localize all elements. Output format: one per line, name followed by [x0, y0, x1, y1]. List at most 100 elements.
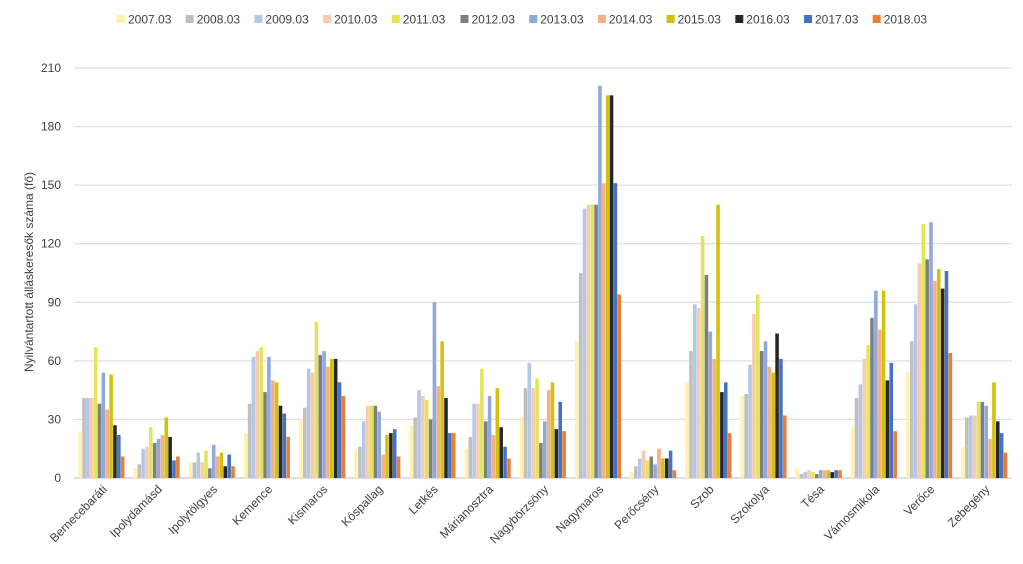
bar	[141, 448, 145, 478]
legend-swatch	[529, 15, 538, 23]
bar	[546, 390, 551, 478]
bar	[1003, 452, 1008, 478]
bar	[337, 382, 342, 478]
bar	[617, 294, 622, 478]
bar	[755, 294, 760, 478]
bar	[417, 390, 421, 478]
bar	[133, 468, 138, 478]
legend-swatch	[323, 15, 332, 23]
x-tick-label: Szob	[687, 482, 716, 511]
bar	[278, 405, 283, 478]
bar	[109, 374, 113, 478]
x-tick-label: Zebegény	[945, 482, 993, 530]
bar	[645, 460, 650, 478]
x-tick-label: Ipolytölgyes	[165, 482, 220, 537]
bar	[822, 470, 827, 478]
bar	[282, 413, 287, 478]
bar	[740, 396, 745, 478]
bar	[243, 433, 248, 478]
y-tick-label: 150	[41, 178, 61, 192]
y-axis-label: Nyilvántartott álláskeresők száma (fő)	[22, 172, 36, 372]
bar	[519, 417, 524, 478]
bar	[854, 397, 859, 478]
x-tick-label: Márianosztra	[437, 482, 496, 541]
x-tick-label: Vámosmikola	[821, 482, 882, 543]
bar	[874, 290, 878, 478]
bar	[385, 435, 389, 478]
bar	[727, 433, 732, 478]
bar	[270, 380, 275, 478]
bar	[641, 450, 646, 478]
bar	[93, 347, 98, 478]
bar	[78, 431, 82, 478]
bar	[448, 433, 452, 478]
x-tick-label: Kismaros	[285, 482, 330, 527]
bar	[803, 472, 807, 478]
bar	[97, 403, 102, 478]
bar	[421, 396, 425, 478]
bar	[369, 405, 374, 478]
bar	[145, 446, 149, 478]
legend-label: 2015.03	[678, 13, 722, 27]
bar	[712, 358, 716, 478]
x-tick-label: Perőcsény	[611, 482, 661, 532]
x-tick-label: Nagymaros	[553, 482, 606, 535]
bar	[409, 425, 414, 478]
bar	[799, 474, 804, 478]
bar	[775, 333, 779, 478]
bar	[330, 358, 334, 478]
bar	[341, 396, 346, 478]
bar	[826, 470, 831, 478]
bar	[696, 308, 701, 478]
x-tick-label: Szokolya	[727, 482, 772, 527]
y-tick-label: 30	[48, 412, 62, 426]
bar	[830, 472, 835, 478]
bar	[807, 470, 811, 478]
bar	[630, 472, 634, 478]
bar	[759, 351, 764, 478]
bar	[877, 329, 882, 478]
legend-label: 2017.03	[815, 13, 859, 27]
bar	[101, 372, 106, 478]
y-tick-label: 0	[54, 471, 61, 485]
bar	[200, 462, 204, 478]
bar	[586, 204, 591, 478]
bar	[523, 388, 528, 478]
bar	[763, 341, 768, 478]
bar	[893, 431, 897, 478]
bar	[263, 392, 267, 478]
y-tick-label: 210	[41, 61, 61, 75]
bar	[306, 368, 311, 478]
bar	[472, 403, 476, 478]
bar	[251, 356, 256, 478]
bar	[909, 341, 914, 478]
bar	[818, 470, 823, 478]
bar	[326, 366, 330, 478]
bar	[432, 302, 437, 478]
bar	[86, 397, 90, 478]
bar	[811, 472, 815, 478]
legend-swatch	[254, 15, 263, 23]
bar	[668, 450, 673, 478]
bar	[535, 378, 539, 478]
bar	[575, 341, 579, 478]
bar	[558, 401, 563, 478]
bar	[152, 442, 157, 478]
bar	[704, 274, 709, 478]
bar	[204, 450, 208, 478]
bar	[436, 386, 441, 478]
bar	[483, 421, 488, 478]
bar	[881, 290, 886, 478]
bar	[539, 442, 543, 478]
bar	[972, 415, 977, 478]
bar	[444, 397, 448, 478]
bar	[160, 435, 165, 478]
bar	[310, 372, 315, 478]
y-tick-label: 60	[48, 354, 62, 368]
bar	[578, 273, 583, 478]
bar	[948, 353, 953, 478]
bar	[354, 450, 358, 478]
gridlines	[74, 67, 1012, 420]
bar	[247, 403, 252, 478]
